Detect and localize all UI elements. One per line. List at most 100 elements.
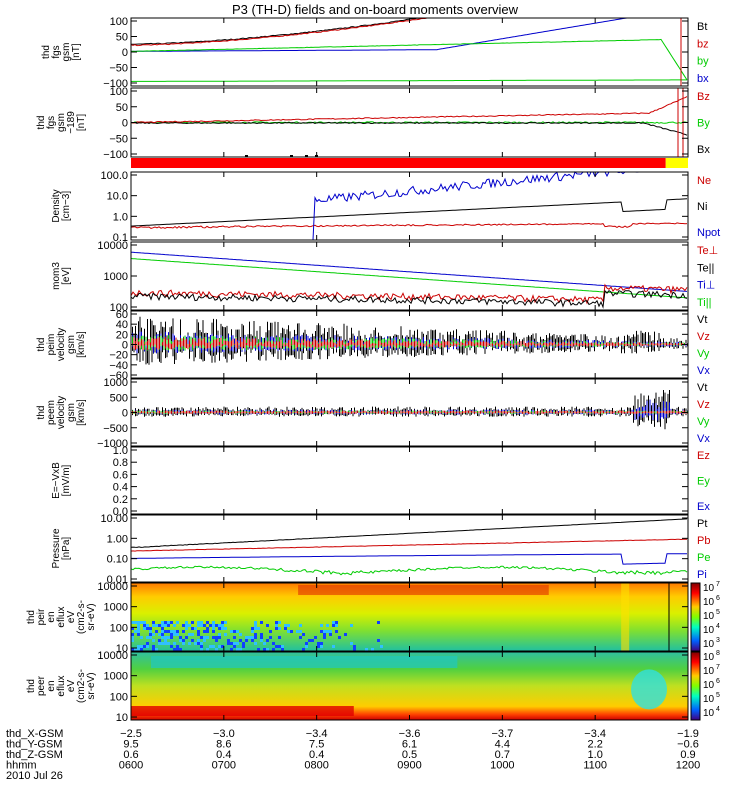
series-Vz <box>130 337 688 350</box>
plot-area <box>130 251 688 309</box>
spectrogram-cell <box>155 648 158 651</box>
y-tick-label: 1000 <box>104 377 128 389</box>
x-axis-value: −0.6 <box>677 739 699 751</box>
spectrogram-cell <box>320 630 323 633</box>
y-tick-label: 0.1 <box>113 232 128 244</box>
y-axis-label: thd fgs gsm −189 [nT] <box>36 111 87 134</box>
y-axis-label-line: gsm <box>56 113 67 132</box>
y-axis-label: Pressure [nPa] <box>51 528 72 568</box>
spectrogram-cell <box>218 624 221 627</box>
y-axis-label-line: fgs <box>51 45 62 58</box>
spectrogram-cell <box>191 621 194 624</box>
spectrogram-cell <box>137 645 140 648</box>
spectrogram-cell <box>182 642 185 645</box>
spectrogram-cell <box>131 621 134 624</box>
spectrogram-cell <box>152 624 155 627</box>
spectrogram-cell <box>149 636 152 639</box>
spectrogram-cell <box>200 645 203 648</box>
spectrogram-cell <box>170 633 173 636</box>
x-axis-value: 8.6 <box>216 739 231 751</box>
plot-area <box>130 88 688 157</box>
colorbar-base: 10 <box>703 652 715 663</box>
spectrogram-cell <box>164 636 167 639</box>
spectrogram-cell <box>287 630 290 633</box>
y-tick-label: 0.6 <box>113 469 128 481</box>
spectrogram-cell <box>161 624 164 627</box>
spectrogram-cell <box>191 639 194 642</box>
plot-area <box>130 518 688 576</box>
y-tick-label: 500 <box>110 392 128 404</box>
y-axis-label-line: [mV/m] <box>61 464 72 496</box>
spectrogram-cell <box>167 624 170 627</box>
spectrogram-cell <box>143 624 146 627</box>
spectrogram-cell <box>326 630 329 633</box>
y-axis-label: mom3 [eV] <box>51 262 72 290</box>
plot-area <box>130 390 688 430</box>
y-tick-label: 1.0 <box>113 211 128 223</box>
y-axis-label-line: eflux <box>56 675 67 696</box>
y-tick-label: 1000 <box>104 602 128 614</box>
y-axis-label-line: thd <box>41 45 52 59</box>
spectrogram-cell <box>197 633 200 636</box>
y-axis-label: thd peer en eflux eV (cm2-s-sr-eV) <box>26 669 97 703</box>
panel-frame <box>130 514 689 583</box>
status-bar-red <box>131 158 666 168</box>
spectrogram-cell <box>272 648 275 651</box>
y-tick-label: 100 <box>110 86 128 98</box>
spectrogram-cell <box>239 648 242 651</box>
y-tick-label: −20 <box>109 350 128 362</box>
spectrogram-cell <box>290 630 293 633</box>
spectrogram-cell <box>212 630 215 633</box>
spectrogram-cell <box>326 624 329 627</box>
spectrogram-cell <box>314 636 317 639</box>
spectrogram-cell <box>380 645 383 648</box>
spectrogram-cell <box>218 645 221 648</box>
colorbar-base: 10 <box>703 694 715 705</box>
status-mark <box>315 155 318 157</box>
colorbar-base: 10 <box>703 639 715 650</box>
spectrogram-cell <box>131 627 134 630</box>
spectrogram-cell <box>302 633 305 636</box>
spectrogram-cell <box>233 630 236 633</box>
legend-entry: Vy <box>697 416 710 428</box>
colorbar-scale <box>690 651 701 721</box>
series-bx <box>131 17 687 52</box>
spectrogram-cell <box>350 642 353 645</box>
series-Te-par <box>130 289 688 309</box>
legend-entry: Pi <box>697 569 707 581</box>
y-axis-label-line: velocity <box>56 396 67 429</box>
spectrogram-cell <box>212 627 215 630</box>
spectrogram-cell <box>185 636 188 639</box>
spectrogram-cell <box>284 627 287 630</box>
x-axis-value: 9.5 <box>123 739 138 751</box>
x-axis-value: 0.6 <box>123 749 138 761</box>
x-axis-date: 2010 Jul 26 <box>6 770 63 782</box>
series-by-main <box>130 38 688 81</box>
x-axis-value: 1100 <box>583 760 607 772</box>
spectrogram-cell <box>257 648 260 651</box>
spectrogram-cell <box>170 621 173 624</box>
legend-entry: Vz <box>697 331 710 343</box>
spectrogram-cell <box>200 624 203 627</box>
spectrogram-cell <box>218 633 221 636</box>
colorbar-exponent: 5 <box>716 692 720 699</box>
y-axis-label: thd fgs gsm [nT] <box>41 43 82 62</box>
spectrogram-cell <box>191 627 194 630</box>
colorbar-base: 10 <box>703 597 715 608</box>
series-Te-perp <box>130 283 688 305</box>
series-Bz <box>130 96 688 124</box>
y-axis-label-line: E=−VxB <box>51 462 62 499</box>
spectrogram-cell <box>152 648 155 651</box>
legend-entry: Ex <box>697 501 710 513</box>
spectrogram-cell <box>305 645 308 648</box>
spectrogram-cell <box>176 621 179 624</box>
spectrogram-cell <box>212 636 215 639</box>
spectrogram-cell <box>278 621 281 624</box>
spectrogram-cell <box>197 624 200 627</box>
spectrogram-cell <box>230 648 233 651</box>
colorbar-exponent: 7 <box>716 664 720 671</box>
y-tick-label: 100 <box>110 302 128 314</box>
spectrogram-cell <box>239 633 242 636</box>
y-tick-label: 50 <box>116 102 128 114</box>
spectrogram-cell <box>185 621 188 624</box>
